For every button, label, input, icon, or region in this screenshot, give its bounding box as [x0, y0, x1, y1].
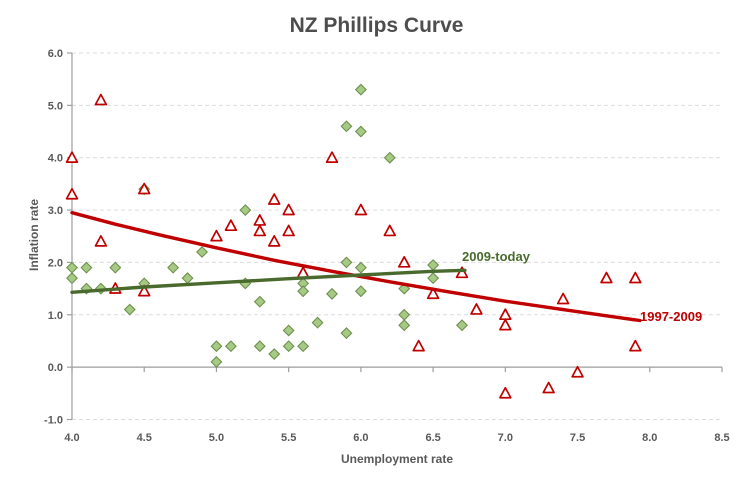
data-point-diamond	[253, 340, 266, 353]
data-point-triangle	[137, 182, 151, 195]
data-point-triangle	[470, 303, 483, 315]
data-point-diamond	[210, 355, 223, 368]
x-tick-label: 4.5	[137, 432, 152, 444]
x-tick-label: 6.0	[353, 432, 368, 444]
trendline-1997-2009	[70, 211, 642, 323]
data-point-diamond	[210, 340, 223, 353]
data-point-triangle	[542, 381, 555, 394]
data-point-triangle	[499, 308, 512, 321]
data-point-diamond	[398, 319, 411, 332]
data-point-triangle	[65, 187, 79, 200]
data-point-triangle	[499, 318, 512, 331]
data-point-diamond	[123, 303, 136, 316]
data-point-diamond	[66, 261, 78, 274]
data-point-diamond	[354, 83, 367, 96]
data-point-diamond	[326, 287, 338, 300]
data-point-triangle	[325, 151, 339, 163]
y-tick-label: 3.0	[48, 205, 63, 217]
data-point-diamond	[427, 272, 440, 285]
data-point-triangle	[267, 235, 281, 247]
data-point-diamond	[282, 340, 295, 353]
x-tick-label: 8.0	[642, 432, 657, 444]
data-point-triangle	[455, 266, 469, 279]
data-point-triangle	[210, 229, 223, 242]
data-point-triangle	[94, 93, 108, 106]
x-tick-label: 4.0	[64, 432, 79, 444]
data-point-triangle	[426, 287, 440, 300]
data-point-diamond	[297, 285, 310, 298]
data-point-diamond	[354, 285, 367, 298]
data-point-diamond	[224, 340, 237, 353]
data-point-diamond	[253, 295, 266, 308]
y-tick-label: 6.0	[48, 48, 63, 60]
data-point-diamond	[282, 324, 295, 337]
data-point-diamond	[383, 151, 396, 164]
x-tick-label: 8.5	[714, 432, 729, 444]
data-point-triangle	[94, 235, 108, 247]
y-tick-label: 2.0	[48, 257, 63, 269]
series-label-2009-today: 2009-today	[462, 249, 530, 264]
x-tick-label: 5.5	[281, 432, 296, 444]
data-point-triangle	[600, 271, 613, 284]
data-point-diamond	[398, 308, 411, 321]
data-point-triangle	[571, 365, 584, 378]
data-point-diamond	[167, 261, 180, 274]
data-point-triangle	[383, 224, 397, 237]
data-point-diamond	[297, 340, 310, 353]
data-point-triangle	[65, 151, 79, 163]
data-point-diamond	[80, 261, 93, 274]
x-axis-title: Unemployment rate	[340, 452, 454, 466]
data-point-diamond	[181, 272, 194, 285]
data-point-diamond	[354, 261, 367, 274]
data-point-diamond	[340, 327, 353, 340]
data-point-diamond	[354, 125, 367, 138]
y-tick-label: 1.0	[48, 310, 63, 322]
data-point-diamond	[66, 272, 78, 285]
data-point-triangle	[296, 266, 310, 279]
data-point-triangle	[253, 224, 267, 237]
data-point-diamond	[311, 316, 324, 329]
y-tick-label: 5.0	[48, 100, 63, 112]
data-point-triangle	[267, 193, 281, 205]
x-tick-label: 7.0	[498, 432, 513, 444]
data-point-diamond	[456, 319, 468, 332]
chart-title: NZ Phillips Curve	[289, 14, 464, 37]
y-tick-label: 0.0	[48, 362, 63, 374]
data-point-diamond	[427, 259, 440, 272]
data-point-triangle	[354, 203, 368, 216]
data-point-triangle	[282, 203, 295, 216]
x-tick-label: 5.0	[209, 432, 224, 444]
data-point-diamond	[340, 120, 353, 133]
data-point-diamond	[268, 348, 281, 361]
data-point-triangle	[629, 339, 642, 352]
data-point-diamond	[109, 261, 122, 274]
data-point-diamond	[340, 256, 353, 269]
data-point-triangle	[629, 271, 642, 284]
data-point-triangle	[499, 386, 512, 399]
data-point-triangle	[253, 214, 267, 226]
trendline-2009-today	[70, 268, 467, 294]
series-label-1997-2009: 1997-2009	[640, 309, 703, 324]
data-point-triangle	[137, 284, 151, 297]
data-point-triangle	[556, 292, 570, 305]
y-tick-label: 4.0	[48, 153, 63, 165]
data-point-diamond	[196, 245, 208, 258]
data-point-triangle	[397, 255, 411, 268]
data-point-triangle	[224, 219, 238, 232]
x-tick-label: 7.5	[570, 432, 585, 444]
data-point-diamond	[239, 204, 252, 217]
data-point-triangle	[282, 224, 295, 237]
data-point-triangle	[412, 339, 425, 352]
y-tick-label: -1.0	[44, 415, 63, 427]
x-tick-label: 6.5	[425, 432, 440, 444]
